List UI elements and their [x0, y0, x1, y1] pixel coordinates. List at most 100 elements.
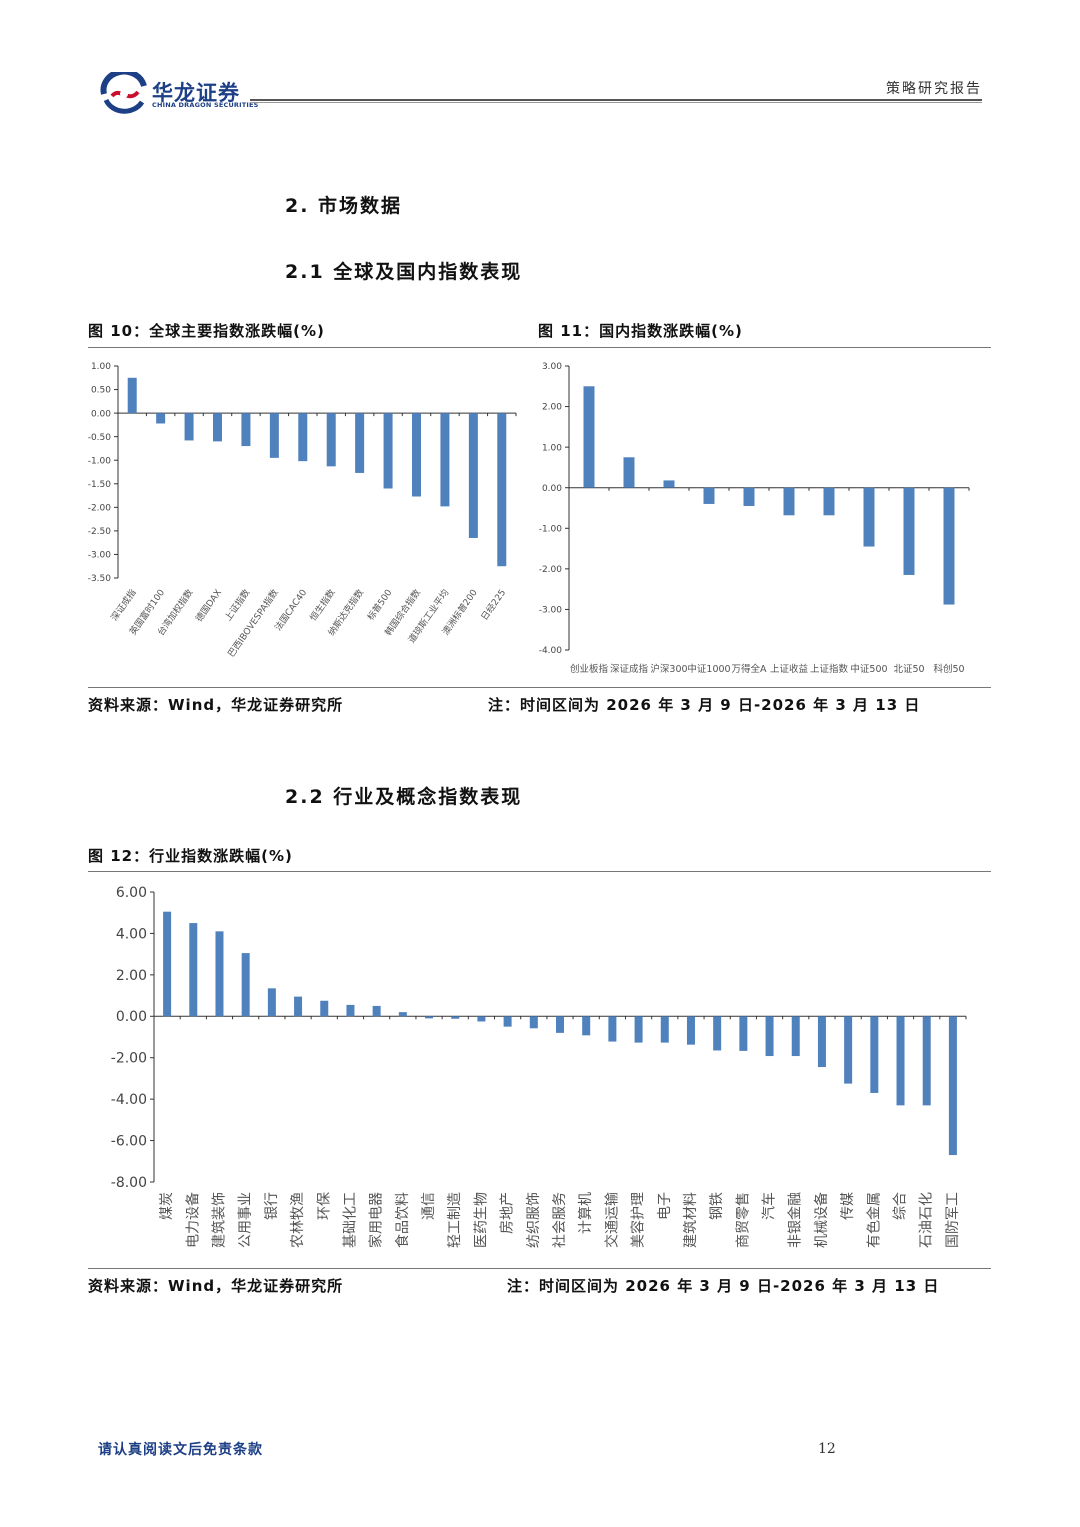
x-tick-label: 北证50 [893, 664, 924, 675]
bar-通信 [425, 1016, 433, 1018]
x-tick-label: 农林牧渔 [290, 1192, 306, 1248]
y-tick-label: -2.00 [111, 1051, 147, 1067]
x-tick-label: 计算机 [578, 1192, 594, 1234]
fig10-title: 图 10：全球主要指数涨跌幅(%) [88, 320, 325, 341]
x-tick-label: 上证收益 [770, 663, 809, 675]
y-tick-label: -6.00 [111, 1133, 147, 1149]
x-tick-label: 恒生指数 [307, 587, 337, 623]
x-tick-label: 钢铁 [709, 1192, 725, 1220]
bar-恒生指数 [327, 413, 336, 466]
bar-家用电器 [373, 1006, 381, 1016]
x-tick-label: 建筑材料 [683, 1192, 699, 1248]
y-tick-label: -2.50 [88, 527, 111, 537]
y-tick-label: 2.00 [116, 968, 147, 984]
bar-法国CAC40 [298, 413, 307, 461]
bar-公用事业 [242, 953, 250, 1016]
x-tick-label: 汽车 [761, 1192, 778, 1220]
x-tick-label: 通信 [421, 1192, 437, 1220]
bar-纳斯达克指数 [355, 413, 364, 473]
bar-建筑装饰 [215, 931, 223, 1016]
bar-万得全A [744, 488, 755, 506]
y-tick-label: -1.00 [88, 456, 111, 466]
fig-top-rule [88, 347, 991, 348]
x-tick-label: 巴西IBOVESPA指数 [225, 587, 281, 660]
x-tick-label: 上证指数 [810, 663, 849, 675]
x-tick-label: 深证成指 [108, 587, 138, 623]
y-tick-label: 0.00 [542, 484, 562, 494]
bar-上证指数 [824, 488, 835, 516]
x-tick-label: 德国DAX [193, 587, 224, 624]
bar-石油石化 [923, 1016, 931, 1105]
x-tick-label: 有色金属 [865, 1192, 882, 1248]
x-tick-label: 非银金融 [788, 1192, 804, 1248]
page-number: 12 [818, 1441, 836, 1457]
y-tick-label: -1.50 [88, 480, 111, 490]
bar-英国富时100 [156, 413, 165, 423]
bar-轻工制造 [451, 1016, 459, 1018]
bar-创业板指 [584, 386, 595, 487]
x-tick-label: 医药生物 [473, 1192, 489, 1248]
x-tick-label: 日经225 [478, 587, 508, 623]
bar-机械设备 [818, 1016, 826, 1067]
y-tick-label: -4.00 [539, 646, 563, 656]
y-tick-label: 4.00 [116, 926, 147, 942]
bar-基础化工 [346, 1005, 354, 1016]
header-rule [250, 99, 982, 101]
bar-医药生物 [477, 1016, 485, 1021]
report-type: 策略研究报告 [886, 78, 982, 98]
x-tick-label: 轻工制造 [447, 1192, 463, 1248]
footer-disclaimer[interactable]: 请认真阅读文后免责条款 [98, 1439, 263, 1459]
fig12-title: 图 12：行业指数涨跌幅(%) [88, 845, 293, 866]
bar-国防军工 [949, 1016, 957, 1155]
fig10-source: 资料来源：Wind，华龙证券研究所 [88, 694, 343, 715]
company-logo [98, 72, 150, 116]
y-tick-label: 1.00 [542, 443, 562, 453]
fig-bottom-rule [88, 687, 991, 688]
y-tick-label: 6.00 [116, 885, 147, 901]
bar-银行 [268, 988, 276, 1016]
x-tick-label: 上证指数 [222, 587, 252, 623]
bar-环保 [320, 1001, 328, 1017]
y-tick-label: -1.00 [539, 524, 563, 534]
fig10-chart: 1.00 0.50 0.00 -0.50 -1.00 -1.50 -2.00 -2.50 -3.… [88, 352, 528, 682]
fig12-note: 注：时间区间为 2026 年 3 月 9 日-2026 年 3 月 13 日 [507, 1275, 939, 1296]
bar-有色金属 [870, 1016, 878, 1093]
x-tick-label: 美容护理 [630, 1192, 647, 1248]
bar-电子 [661, 1016, 669, 1042]
x-tick-label: 标普500 [365, 587, 395, 623]
y-tick-label: 0.50 [91, 386, 111, 396]
x-tick-label: 社会服务 [552, 1192, 568, 1248]
x-tick-label: 国防军工 [945, 1192, 961, 1248]
x-tick-label: 食品饮料 [394, 1192, 411, 1248]
y-tick-label: 1.00 [91, 362, 111, 372]
bar-社会服务 [556, 1016, 564, 1033]
fig11-note: 注：时间区间为 2026 年 3 月 9 日-2026 年 3 月 13 日 [488, 694, 920, 715]
bar-北证50 [904, 488, 915, 575]
bar-上证收益 [784, 488, 795, 516]
x-tick-label: 房地产 [500, 1192, 516, 1234]
bar-中证1000 [704, 488, 715, 504]
x-tick-label: 交通运输 [603, 1192, 620, 1248]
header-rule-thin [250, 102, 982, 103]
y-tick-label: -0.50 [88, 433, 111, 443]
bar-中证500 [864, 488, 875, 547]
bar-深证成指 [128, 378, 137, 413]
x-tick-label: 公用事业 [238, 1192, 254, 1248]
fig12-source: 资料来源：Wind，华龙证券研究所 [88, 1275, 343, 1296]
section-heading-2: 2. 市场数据 [285, 191, 402, 218]
bar-纺织服饰 [530, 1016, 538, 1028]
bar-农林牧渔 [294, 997, 302, 1017]
x-tick-label: 家用电器 [368, 1192, 385, 1248]
x-tick-label: 传媒 [840, 1192, 856, 1220]
bar-传媒 [844, 1016, 852, 1083]
y-tick-label: -4.00 [111, 1092, 147, 1108]
bar-韩国综合指数 [412, 413, 421, 496]
y-tick-label: -2.00 [539, 565, 563, 575]
bar-食品饮料 [399, 1012, 407, 1016]
fig11-title: 图 11：国内指数涨跌幅(%) [538, 320, 743, 341]
x-tick-label: 环保 [316, 1192, 332, 1220]
y-tick-label: 3.00 [542, 362, 562, 372]
bar-商贸零售 [739, 1016, 747, 1051]
y-tick-label: 2.00 [542, 403, 562, 413]
bar-房地产 [504, 1016, 512, 1026]
